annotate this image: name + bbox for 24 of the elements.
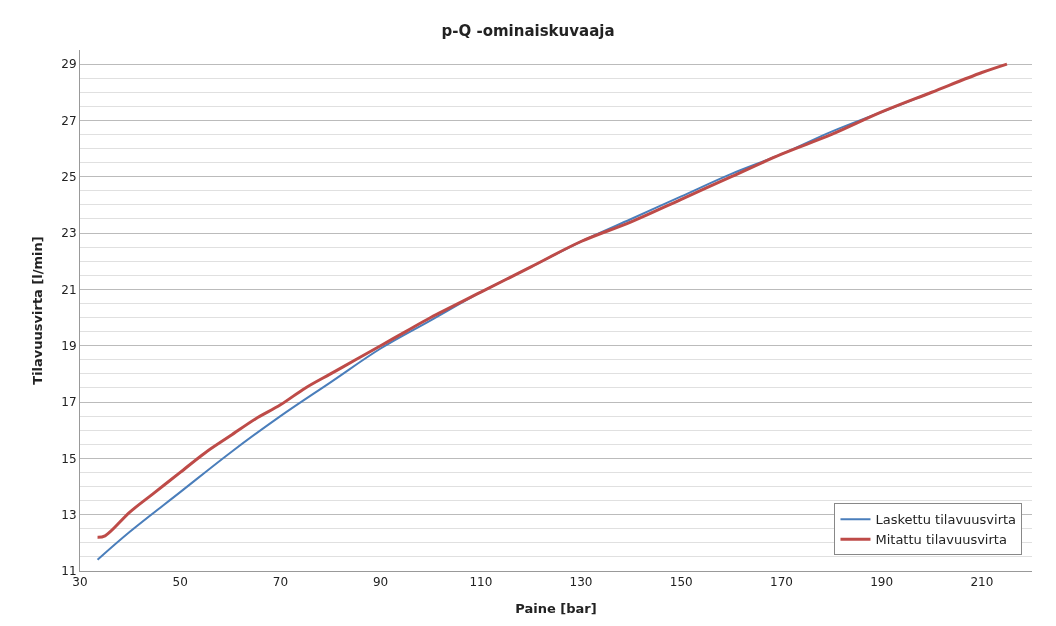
x-tick-label: 130 [569,575,593,590]
y-tick-label: 25 [61,169,77,184]
x-tick-label: 90 [372,575,389,590]
y-tick-label: 23 [61,226,77,241]
y-tick-label: 15 [61,451,77,466]
y-tick-label: 13 [61,507,77,522]
x-tick-label: 110 [469,575,493,590]
y-tick-label: 21 [61,282,77,297]
y-axis-title: Tilavuusvirta [l/min] [30,236,46,385]
x-tick-label: 150 [669,575,693,590]
x-tick-label: 210 [970,575,994,590]
x-axis-title: Paine [bar] [515,601,597,616]
legend-label: Laskettu tilavuusvirta [875,512,1017,528]
x-tick-label: 190 [870,575,894,590]
x-tick-label: 30 [72,575,88,590]
x-tick-label: 70 [272,575,289,590]
x-tick-label: 50 [172,575,188,590]
y-tick-label: 27 [61,113,77,128]
legend-label: Mitattu tilavuusvirta [875,532,1007,548]
y-tick-label: 17 [61,395,77,410]
chart-title: p-Q -ominaiskuvaaja [441,21,615,40]
y-tick-label: 19 [61,338,77,353]
x-tick-label: 170 [770,575,793,590]
y-tick-label: 29 [61,57,77,72]
